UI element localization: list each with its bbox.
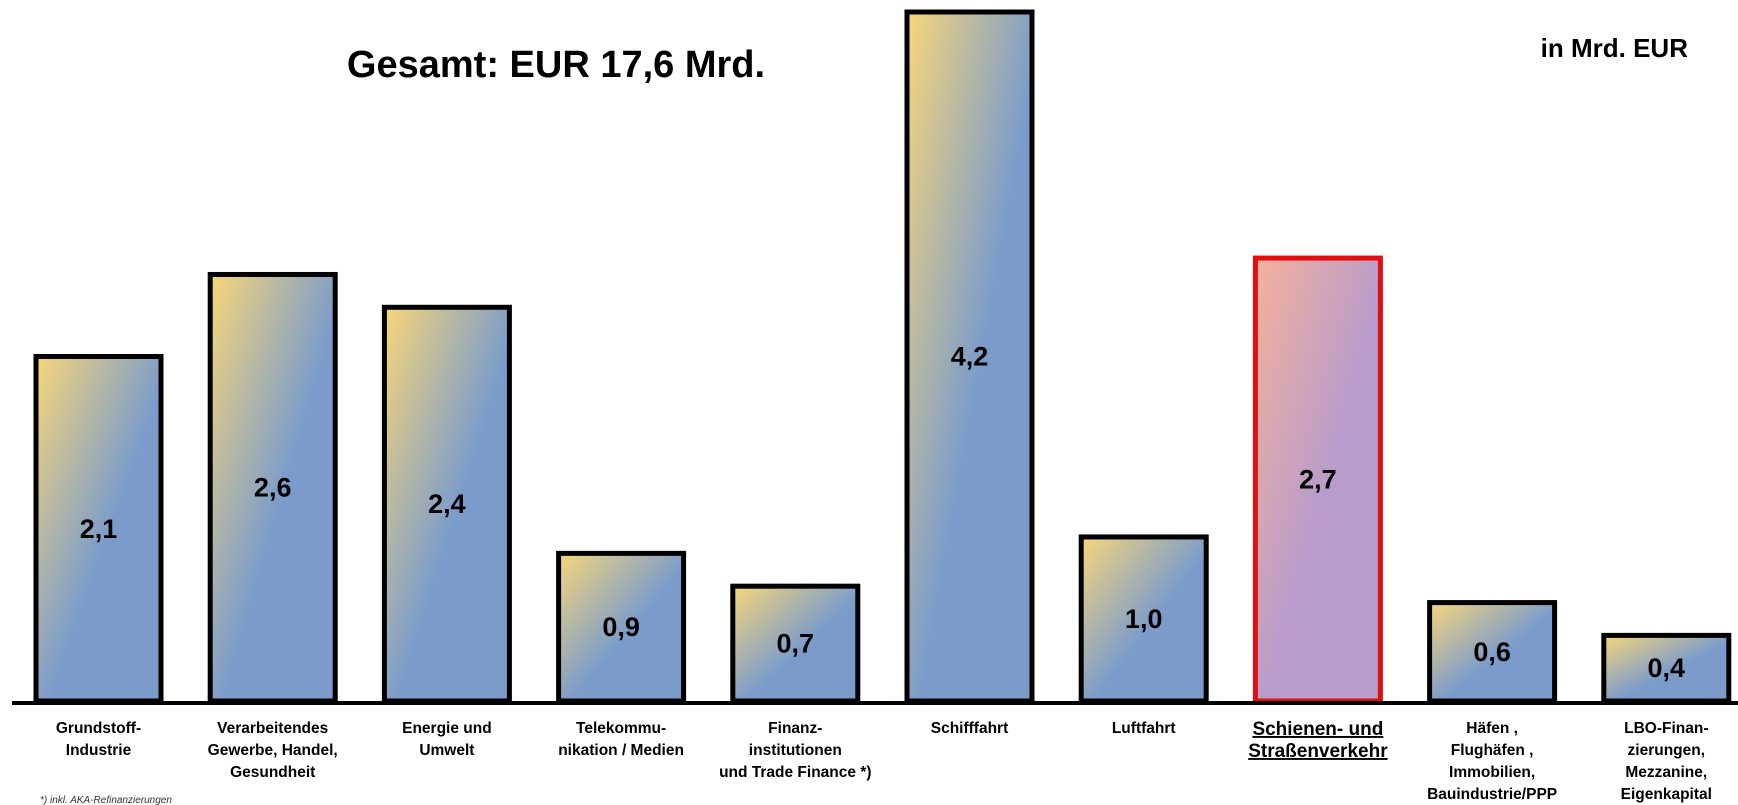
category-label-1: Verarbeitendes Gewerbe, Handel, Gesundheit: [208, 720, 338, 781]
bar-value-label-5: 4,2: [951, 342, 989, 372]
footnote: *) inkl. AKA-Refinanzierungen: [40, 795, 172, 805]
bar-value-label-3: 0,9: [602, 612, 640, 642]
bar-value-label-0: 2,1: [80, 514, 118, 544]
bar-value-label-8: 0,6: [1473, 637, 1511, 667]
category-label-6: Luftfahrt: [1112, 720, 1176, 737]
bar-value-label-7: 2,7: [1299, 465, 1337, 495]
category-label-4: Finanz-institutionen und Trade Finance *): [719, 720, 871, 781]
bar-value-label-2: 2,4: [428, 489, 466, 519]
category-label-5: Schifffahrt: [931, 720, 1009, 737]
category-label-3: Telekommu-nikation / Medien: [558, 720, 684, 759]
bar-1: [207, 271, 338, 704]
category-label-2: Energie und Umwelt: [402, 720, 492, 759]
bar-value-label-9: 0,4: [1648, 653, 1686, 683]
category-label-9: LBO-Finan-zierungen, Mezzanine, Eigenkapit…: [1621, 720, 1712, 803]
category-label-0: Grundstoff-Industrie: [56, 720, 141, 759]
category-label-8: Häfen , Flughäfen , Immobilien, Bauindustri…: [1427, 720, 1557, 803]
unit-label: in Mrd. EUR: [1541, 33, 1689, 63]
bar-value-label-6: 1,0: [1125, 604, 1163, 634]
chart-title: Gesamt: EUR 17,6 Mrd.: [347, 44, 765, 86]
bar-7: [1252, 255, 1383, 704]
bar-5: [904, 9, 1035, 704]
category-labels: Grundstoff-Industrie Verarbeitendes Gewerb…: [56, 719, 1712, 803]
bar-0: [33, 354, 164, 704]
bar-9: [1601, 632, 1732, 704]
bar-value-label-1: 2,6: [254, 473, 292, 503]
category-label-7: Schienen- und Straßenverkehr: [1248, 719, 1388, 762]
bar-3: [556, 550, 687, 704]
bar-value-label-4: 0,7: [777, 629, 815, 659]
bars-group: 2,1 2,6 2,4 0,9 0,7 4,2 1,0 2,7 0,6 0,4: [33, 9, 1732, 704]
